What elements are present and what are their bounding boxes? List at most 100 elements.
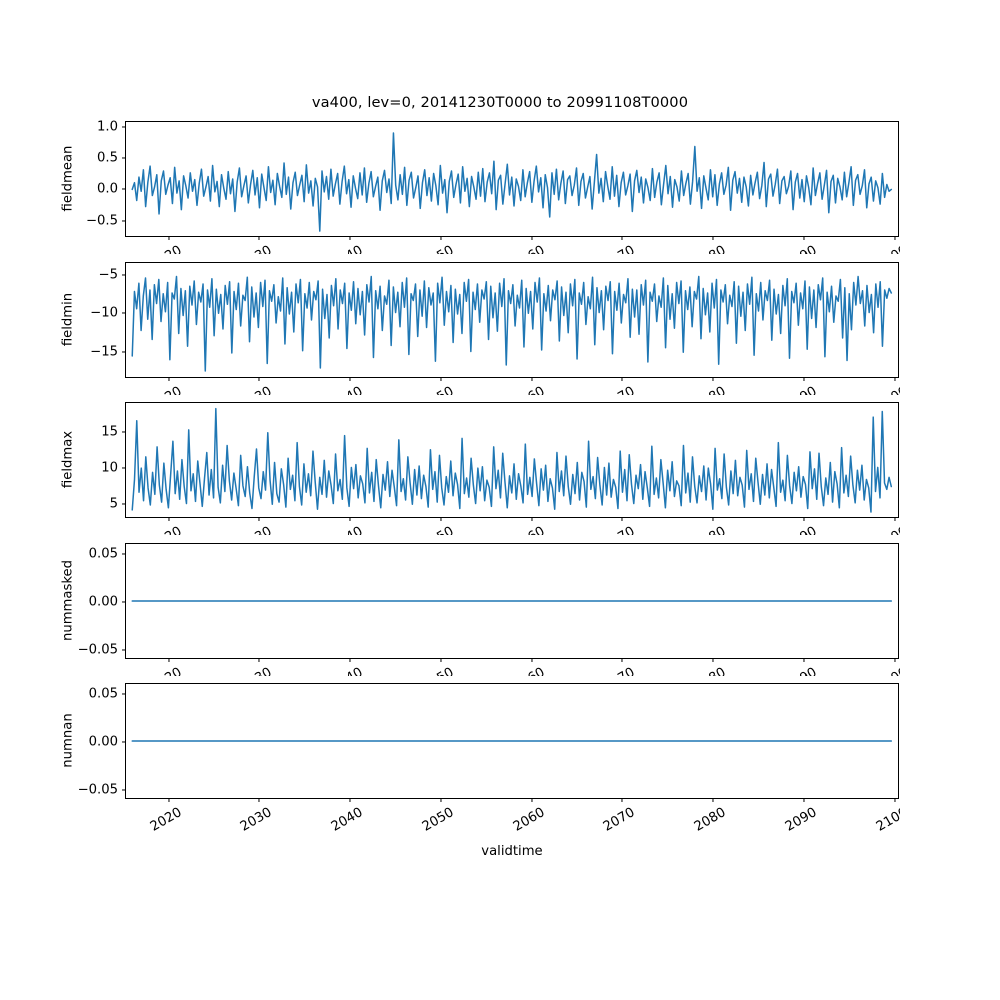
y-axis-label-fieldmin: fieldmin — [60, 292, 76, 347]
x-tick-label: 2020 — [148, 524, 185, 535]
x-tick-mark — [894, 377, 896, 381]
x-tick-label: 2030 — [238, 243, 275, 254]
y-axis-label-numnan: numnan — [60, 713, 76, 768]
plot-area-fieldmean — [126, 122, 898, 236]
x-tick-mark — [168, 658, 170, 662]
x-tick-mark — [894, 236, 896, 240]
y-tick-mark — [122, 467, 126, 469]
x-tick-label: 2060 — [510, 805, 548, 835]
x-tick-mark — [531, 377, 533, 381]
subplot-numnan: numnan 0.05 0.00 −0.05 2020 2030 2040 2050 2060 2… — [61, 683, 900, 835]
x-tick-mark — [168, 798, 170, 802]
y-tick-mark — [122, 553, 126, 555]
x-tick-label: 2090 — [783, 384, 820, 395]
x-axis-label: validtime — [481, 844, 543, 859]
y-tick-label: −0.5 — [85, 213, 118, 229]
x-tick-label-group: 2020 2030 2040 2050 2060 2070 2080 2090 2100 — [126, 658, 900, 676]
x-tick-mark — [258, 798, 260, 802]
x-tick-mark — [894, 658, 896, 662]
x-tick-mark — [349, 658, 351, 662]
plot-area-fieldmin — [126, 263, 898, 377]
y-tick-mark — [122, 693, 126, 695]
y-tick-mark — [122, 312, 126, 314]
x-tick-label: 2020 — [148, 384, 185, 395]
x-tick-mark — [712, 658, 714, 662]
y-tick-label: 0.0 — [97, 181, 118, 197]
x-tick-mark — [803, 236, 805, 240]
x-tick-mark — [258, 517, 260, 521]
x-tick-label-group: 2020 2030 2040 2050 2060 2070 2080 2090 2100 — [126, 517, 900, 535]
y-tick-label: 0.00 — [88, 594, 118, 610]
x-tick-mark — [621, 658, 623, 662]
y-tick-mark — [122, 789, 126, 791]
subplot-nummasked: nummasked0.050.00−0.05202020302040205020… — [61, 543, 900, 676]
plot-area-nummasked — [126, 544, 898, 658]
x-tick-mark — [531, 236, 533, 240]
x-tick-mark — [621, 236, 623, 240]
y-axis-label-fieldmax: fieldmax — [60, 430, 76, 489]
x-tick-label: 2100 — [873, 524, 900, 535]
x-tick-mark — [168, 236, 170, 240]
x-tick-mark — [349, 236, 351, 240]
x-tick-label: 2070 — [601, 665, 638, 676]
y-tick-label: 0.05 — [88, 546, 118, 562]
x-tick-mark — [803, 517, 805, 521]
y-tick-label: 0.5 — [97, 150, 118, 166]
x-tick-label: 2040 — [329, 243, 366, 254]
y-tick-label: −15 — [90, 344, 118, 360]
plot-area-numnan — [126, 684, 898, 798]
x-tick-label: 2060 — [511, 384, 548, 395]
y-tick-label: 0.00 — [88, 734, 118, 750]
x-tick-label: 2090 — [783, 243, 820, 254]
y-tick-mark — [122, 741, 126, 743]
x-tick-mark — [531, 798, 533, 802]
x-tick-mark — [349, 517, 351, 521]
subplot-fieldmean: fieldmean1.00.50.0−0.5202020302040205020… — [61, 119, 901, 254]
x-tick-mark — [712, 517, 714, 521]
x-tick-mark — [894, 798, 896, 802]
x-tick-label: 2100 — [873, 665, 900, 676]
x-tick-mark — [440, 377, 442, 381]
x-tick-label: 2070 — [601, 524, 638, 535]
y-tick-label: 10 — [101, 460, 118, 476]
x-tick-mark — [712, 377, 714, 381]
x-tick-label: 2090 — [783, 524, 820, 535]
x-tick-label: 2100 — [873, 805, 900, 835]
figure-title: va400, lev=0, 20141230T0000 to 20991108T… — [311, 94, 689, 111]
x-tick-label: 2020 — [148, 665, 185, 676]
x-tick-mark — [440, 236, 442, 240]
x-tick-label: 2090 — [783, 665, 820, 676]
y-tick-label: −0.05 — [77, 782, 118, 798]
subplot-fieldmin: fieldmin −5 −10 −15 2020 2030 2040 2050 2060 2070… — [61, 262, 900, 395]
x-tick-label: 2020 — [147, 805, 185, 835]
y-tick-mark — [122, 220, 126, 222]
x-tick-mark — [712, 798, 714, 802]
x-tick-mark — [440, 517, 442, 521]
data-line-fieldmin — [132, 277, 891, 371]
x-tick-label: 2050 — [419, 805, 457, 835]
x-tick-label: 2040 — [329, 384, 366, 395]
y-tick-label: 15 — [101, 424, 118, 440]
x-tick-label: 2100 — [873, 384, 900, 395]
x-tick-label: 2100 — [873, 243, 900, 254]
subplot-fieldmax: fieldmax 15 10 5 2020 2030 2040 2050 2060 2070 208… — [61, 402, 900, 535]
x-tick-mark — [258, 236, 260, 240]
x-tick-label: 2050 — [420, 243, 457, 254]
x-tick-label: 2080 — [692, 805, 729, 835]
x-tick-label-group: 2020 2030 2040 2050 2060 2070 2080 2090 2100 — [126, 377, 900, 395]
x-tick-label: 2080 — [692, 524, 729, 535]
x-tick-label: 2040 — [329, 805, 366, 835]
x-tick-mark — [803, 658, 805, 662]
x-tick-mark — [531, 517, 533, 521]
y-axis-label-nummasked: nummasked — [60, 560, 76, 642]
y-tick-label: 1.0 — [97, 119, 118, 135]
y-tick-label: −5 — [98, 267, 118, 283]
x-tick-mark — [803, 798, 805, 802]
x-tick-mark — [349, 377, 351, 381]
x-tick-label: 2070 — [601, 805, 638, 835]
x-tick-mark — [168, 517, 170, 521]
x-tick-label: 2070 — [601, 243, 638, 254]
x-tick-label: 2040 — [329, 665, 366, 676]
x-tick-label-group: 2020 2030 2040 2050 2060 2070 2080 2090 2100 — [126, 798, 900, 844]
